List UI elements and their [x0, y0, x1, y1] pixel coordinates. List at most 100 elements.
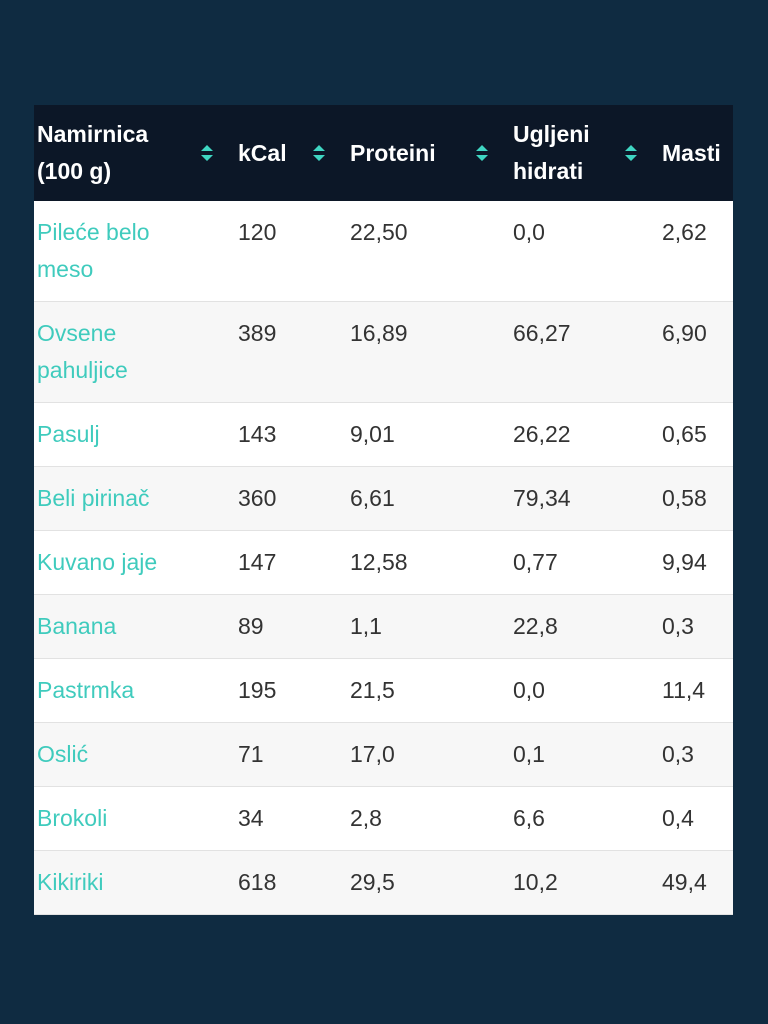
table-container: Namirnica (100 g) kCal Proteini Ugljeni hid… — [34, 105, 733, 915]
value-cell: 6,90 — [659, 301, 733, 403]
value-cell: 195 — [235, 658, 347, 723]
value: 22,50 — [350, 219, 408, 245]
food-name-cell: Oslić — [34, 722, 235, 787]
table-body: Pileće belo meso 120 22,50 0,0 2,62 Ovsene pa… — [34, 201, 733, 915]
table-row: Oslić 71 17,0 0,1 0,3 — [34, 722, 733, 787]
value-cell: 0,4 — [659, 786, 733, 851]
header-cell[interactable]: Ugljeni hidrati — [510, 105, 659, 201]
table-row: Pasulj 143 9,01 26,22 0,65 — [34, 402, 733, 467]
sort-arrows — [313, 145, 325, 161]
value: 0,0 — [513, 219, 545, 245]
table-row: Banana 89 1,1 22,8 0,3 — [34, 594, 733, 659]
value: 6,61 — [350, 485, 395, 511]
value-cell: 22,50 — [347, 201, 510, 302]
sort-icon[interactable] — [623, 142, 639, 164]
header-content: Namirnica (100 g) — [37, 116, 235, 190]
food-name-cell: Kikiriki — [34, 850, 235, 915]
sort-arrows — [476, 145, 488, 161]
value: 17,0 — [350, 741, 395, 767]
header-content: Masti — [662, 135, 733, 172]
value: 16,89 — [350, 320, 408, 346]
header-cell[interactable]: kCal — [235, 105, 347, 201]
value-cell: 143 — [235, 402, 347, 467]
value-cell: 49,4 — [659, 850, 733, 915]
food-name-cell: Brokoli — [34, 786, 235, 851]
sort-icon[interactable] — [474, 142, 490, 164]
header-label: Proteini — [350, 139, 436, 166]
value-cell: 2,62 — [659, 201, 733, 302]
value-cell: 0,0 — [510, 658, 659, 723]
value-cell: 0,0 — [510, 201, 659, 302]
table-row: Pileće belo meso 120 22,50 0,0 2,62 — [34, 201, 733, 302]
table-row: Pastrmka 195 21,5 0,0 11,4 — [34, 658, 733, 723]
value-cell: 147 — [235, 530, 347, 595]
header-label: Namirnica (100 g) — [37, 121, 149, 184]
food-name-cell: Ovsene pahuljice — [34, 301, 235, 403]
value-cell: 34 — [235, 786, 347, 851]
value: 12,58 — [350, 549, 408, 575]
sort-icon[interactable] — [311, 142, 327, 164]
value-cell: 66,27 — [510, 301, 659, 403]
value: 618 — [238, 869, 277, 895]
table-row: Kikiriki 618 29,5 10,2 49,4 — [34, 850, 733, 915]
value: 195 — [238, 677, 277, 703]
food-name[interactable]: Brokoli — [37, 805, 108, 831]
header-cell[interactable]: Masti — [659, 105, 733, 201]
food-name[interactable]: Pastrmka — [37, 677, 135, 703]
value: 0,1 — [513, 741, 545, 767]
value-cell: 17,0 — [347, 722, 510, 787]
value: 0,0 — [513, 677, 545, 703]
food-name[interactable]: Pasulj — [37, 421, 100, 447]
value-cell: 79,34 — [510, 466, 659, 531]
value-cell: 9,94 — [659, 530, 733, 595]
value: 22,8 — [513, 613, 558, 639]
header-label: Masti — [662, 139, 721, 166]
sort-icon[interactable] — [199, 142, 215, 164]
value-cell: 26,22 — [510, 402, 659, 467]
value: 0,58 — [662, 485, 707, 511]
value: 71 — [238, 741, 264, 767]
value: 0,65 — [662, 421, 707, 447]
food-name[interactable]: Kuvano jaje — [37, 549, 158, 575]
value: 49,4 — [662, 869, 707, 895]
food-name[interactable]: Banana — [37, 613, 117, 639]
header-content: Proteini — [350, 135, 510, 172]
value: 26,22 — [513, 421, 571, 447]
food-name-cell: Beli pirinač — [34, 466, 235, 531]
value: 0,3 — [662, 613, 694, 639]
food-name[interactable]: Ovsene pahuljice — [37, 320, 128, 383]
value-cell: 360 — [235, 466, 347, 531]
food-name-cell: Pastrmka — [34, 658, 235, 723]
value-cell: 2,8 — [347, 786, 510, 851]
value: 6,90 — [662, 320, 707, 346]
sort-arrows — [625, 145, 637, 161]
value-cell: 22,8 — [510, 594, 659, 659]
value: 120 — [238, 219, 277, 245]
value: 79,34 — [513, 485, 571, 511]
value-cell: 71 — [235, 722, 347, 787]
value: 89 — [238, 613, 264, 639]
value-cell: 1,1 — [347, 594, 510, 659]
food-name[interactable]: Oslić — [37, 741, 89, 767]
header-cell[interactable]: Namirnica (100 g) — [34, 105, 235, 201]
value: 0,77 — [513, 549, 558, 575]
table-row: Beli pirinač 360 6,61 79,34 0,58 — [34, 466, 733, 531]
header-content: Ugljeni hidrati — [513, 116, 659, 190]
food-name[interactable]: Beli pirinač — [37, 485, 150, 511]
value-cell: 0,1 — [510, 722, 659, 787]
nutrition-table: Namirnica (100 g) kCal Proteini Ugljeni hid… — [34, 105, 733, 915]
food-name-cell: Kuvano jaje — [34, 530, 235, 595]
value-cell: 10,2 — [510, 850, 659, 915]
table-row: Kuvano jaje 147 12,58 0,77 9,94 — [34, 530, 733, 595]
header-content: kCal — [238, 135, 347, 172]
food-name[interactable]: Kikiriki — [37, 869, 104, 895]
value: 0,4 — [662, 805, 694, 831]
value: 2,62 — [662, 219, 707, 245]
food-name[interactable]: Pileće belo meso — [37, 219, 150, 282]
food-name-cell: Pileće belo meso — [34, 201, 235, 302]
value-cell: 0,77 — [510, 530, 659, 595]
header-cell[interactable]: Proteini — [347, 105, 510, 201]
table-row: Ovsene pahuljice 389 16,89 66,27 6,90 — [34, 301, 733, 403]
value-cell: 12,58 — [347, 530, 510, 595]
